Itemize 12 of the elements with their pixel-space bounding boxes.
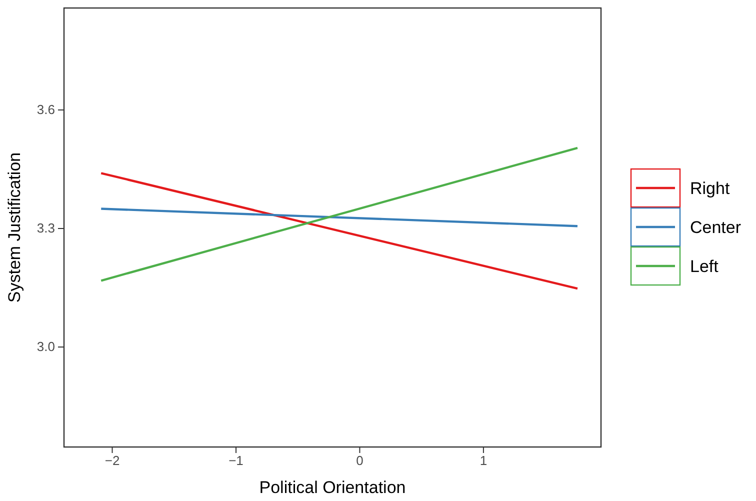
x-axis-title: Political Orientation (259, 478, 406, 497)
y-axis-title: System Justification (5, 152, 24, 303)
legend-label: Left (690, 257, 719, 276)
x-tick-label: 0 (356, 453, 364, 468)
legend-label: Right (690, 179, 730, 198)
x-tick-label: −1 (228, 453, 244, 468)
y-tick-label: 3.0 (36, 339, 55, 354)
legend-label: Center (690, 218, 742, 237)
y-tick-label: 3.3 (36, 220, 55, 236)
y-tick-label: 3.6 (36, 102, 55, 118)
x-tick-label: 1 (480, 453, 488, 468)
x-tick-label: −2 (104, 453, 120, 468)
